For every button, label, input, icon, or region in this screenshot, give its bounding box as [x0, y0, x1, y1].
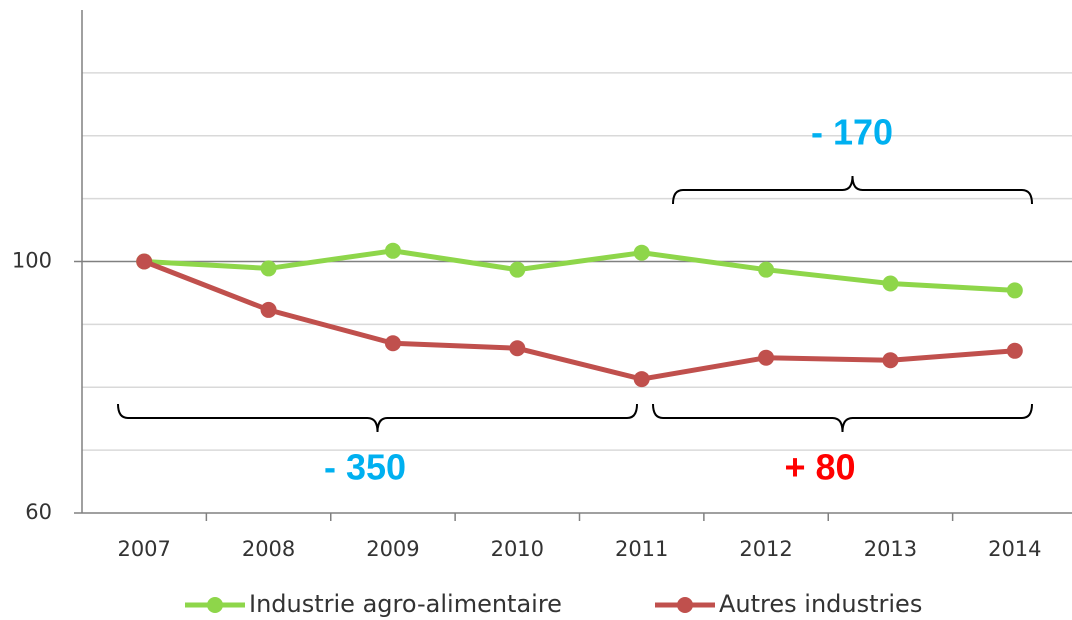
point	[633, 244, 650, 261]
x-tick-label: 2011	[615, 537, 668, 561]
x-tick-label: 2012	[739, 537, 792, 561]
point	[882, 352, 899, 369]
legend-label: Industrie agro-alimentaire	[249, 590, 562, 618]
legend-marker	[207, 597, 223, 613]
point	[260, 301, 277, 318]
series-line	[143, 259, 1015, 382]
point	[260, 260, 277, 277]
point	[384, 335, 401, 352]
annotation: - 350	[324, 447, 406, 488]
point	[509, 261, 526, 278]
x-tick-label: 2010	[491, 537, 544, 561]
annotation: - 170	[811, 112, 893, 153]
y-tick-label: 100	[12, 249, 52, 273]
point	[1006, 342, 1023, 359]
y-tick-label: 60	[25, 500, 52, 524]
point	[882, 275, 899, 292]
point	[136, 253, 153, 270]
bracket	[652, 403, 1033, 433]
point	[758, 261, 775, 278]
x-tick-label: 2007	[117, 537, 170, 561]
point	[633, 371, 650, 388]
x-tick-label: 2008	[242, 537, 295, 561]
annotation: + 80	[784, 447, 855, 488]
point	[384, 242, 401, 259]
legend-label: Autres industries	[719, 590, 922, 618]
x-tick-label: 2014	[988, 537, 1041, 561]
x-tick-label: 2013	[864, 537, 917, 561]
point	[758, 349, 775, 366]
series-line	[144, 248, 1015, 293]
bracket	[672, 175, 1033, 205]
x-tick-label: 2009	[366, 537, 419, 561]
point	[509, 340, 526, 357]
point	[1006, 282, 1023, 299]
bracket	[117, 403, 638, 433]
legend-marker	[677, 597, 693, 613]
